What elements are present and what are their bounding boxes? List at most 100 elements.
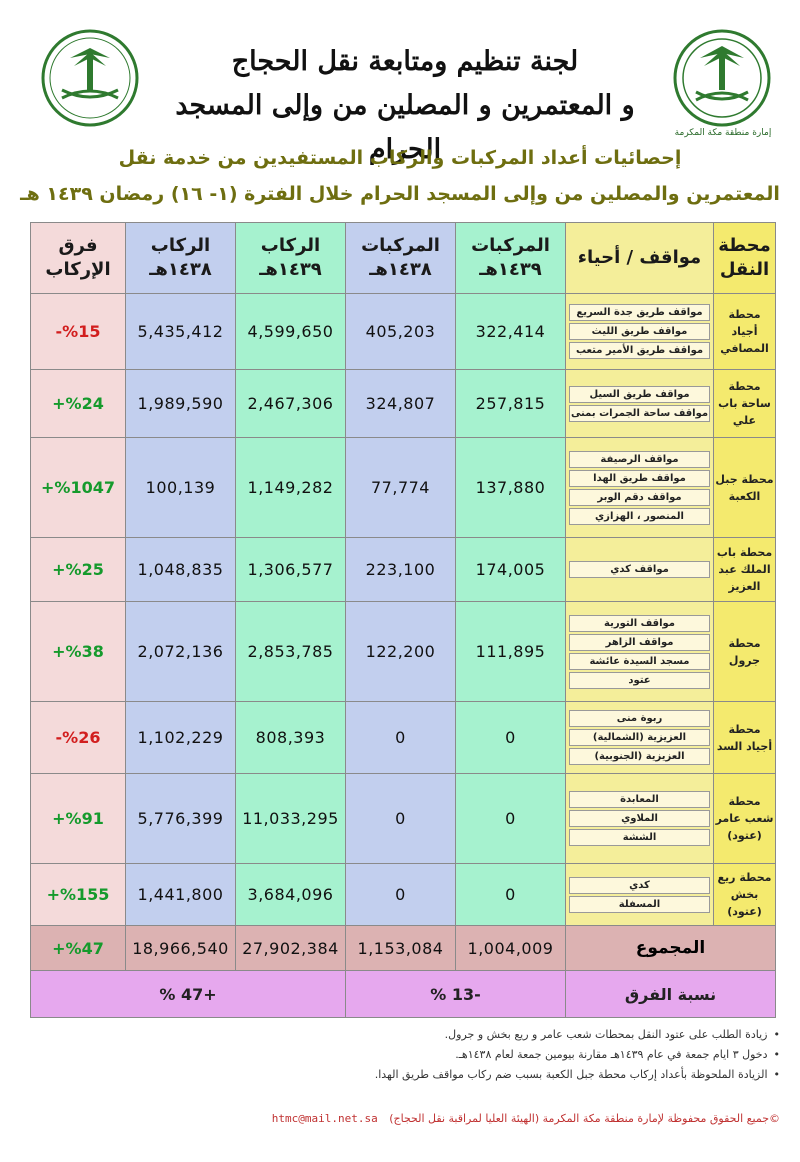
page-title: لجنة تنظيم ومتابعة نقل الحجاج و المعتمري… bbox=[150, 40, 660, 172]
parking-lot: مواقف كدي bbox=[569, 561, 710, 578]
table-row: محطة ريع بخش (عتود) كدي المسفلة 0 0 3,684,096… bbox=[30, 863, 776, 926]
vehicles-1439-cell: 137,880 bbox=[455, 437, 566, 538]
parking-lot: العزيزية (الشمالية) bbox=[569, 729, 710, 746]
title-line-1: لجنة تنظيم ومتابعة نقل الحجاج bbox=[231, 46, 579, 77]
header-passengers-1439: الركاب ١٤٣٩هـ bbox=[235, 222, 346, 294]
parking-lot: مواقف طريق جدة السريع bbox=[569, 304, 710, 321]
passengers-1439-cell: 808,393 bbox=[235, 701, 346, 774]
note-item: • دخول ٣ ايام جمعة في عام ١٤٣٩هـ مقارنة ب… bbox=[40, 1045, 780, 1065]
ratio-passengers: +47 % bbox=[30, 970, 346, 1018]
statistics-table-container: محطة النقل مواقف / أحياء المركبات ١٤٣٩هـ… bbox=[30, 222, 776, 1018]
table-row: محطة أجياد السد ربوة منى العزيزية (الشمالي… bbox=[30, 701, 776, 774]
passengers-1438-cell: 1,102,229 bbox=[125, 701, 236, 774]
footer: ©جميع الحقوق محفوظة لإمارة منطقة مكة الم… bbox=[120, 1112, 780, 1125]
note-text: الزيادة الملحوظة بأعداد إركاب محطة جبل ا… bbox=[374, 1068, 768, 1081]
parking-lot: الششة bbox=[569, 829, 710, 846]
parking-lots-cell: ربوة منى العزيزية (الشمالية) العزيزية (الج… bbox=[565, 701, 714, 774]
passengers-1438-cell: 1,048,835 bbox=[125, 537, 236, 602]
parking-lots-list: مواقف الرصيفة مواقف طريق الهدا مواقف دقم ا… bbox=[566, 448, 713, 528]
note-text: زيادة الطلب على عتود النقل بمحطات شعب عا… bbox=[444, 1028, 768, 1041]
parking-lot: المنصور ، الهزازي bbox=[569, 507, 710, 525]
vehicles-1438-cell: 0 bbox=[345, 773, 456, 864]
passengers-1439-cell: 11,033,295 bbox=[235, 773, 346, 864]
total-passengers-1439: 27,902,384 bbox=[235, 925, 346, 971]
table-row: محطة أجياد المصافي مواقف طريق جدة السريع م… bbox=[30, 293, 776, 370]
total-passengers-1438: 18,966,540 bbox=[125, 925, 236, 971]
ratio-row: نسبة الفرق -13 % +47 % bbox=[30, 970, 776, 1018]
table-row: محطة جرول مواقف التورية مواقف الزاهر مسجد ا… bbox=[30, 601, 776, 702]
vehicles-1438-cell: 122,200 bbox=[345, 601, 456, 702]
parking-lots-cell: كدي المسفلة bbox=[565, 863, 714, 926]
diff-cell: %26- bbox=[30, 701, 126, 774]
vehicles-1439-cell: 174,005 bbox=[455, 537, 566, 602]
header-passengers-1438: الركاب ١٤٣٨هـ bbox=[125, 222, 236, 294]
authority-logo bbox=[41, 29, 139, 127]
subtitle-line-2: المعتمرين والمصلين من وإلى المسجد الحرام… bbox=[20, 183, 780, 205]
subtitle-line-1: إحصائيات أعداد المركبات والركاب المستفيد… bbox=[118, 147, 682, 169]
passengers-1439-cell: 3,684,096 bbox=[235, 863, 346, 926]
parking-lots-list: مواقف كدي bbox=[566, 558, 713, 581]
parking-lots-cell: مواقف طريق السيل مواقف ساحة الجمرات بمنى bbox=[565, 369, 714, 438]
passengers-1438-cell: 1,441,800 bbox=[125, 863, 236, 926]
diff-cell: %24+ bbox=[30, 369, 126, 438]
passengers-1439-cell: 4,599,650 bbox=[235, 293, 346, 370]
vehicles-1439-cell: 0 bbox=[455, 701, 566, 774]
header-diff: فرق الإركاب bbox=[30, 222, 126, 294]
total-row: المجموع 1,004,009 1,153,084 27,902,384 1… bbox=[30, 925, 776, 971]
station-name: محطة جبل الكعبة bbox=[713, 437, 776, 538]
parking-lots-list: كدي المسفلة bbox=[566, 874, 713, 916]
passengers-1438-cell: 1,989,590 bbox=[125, 369, 236, 438]
parking-lot: مواقف طريق الهدا bbox=[569, 469, 710, 487]
footer-email[interactable]: htmc@mail.net.sa bbox=[271, 1112, 378, 1125]
diff-cell: %25+ bbox=[30, 537, 126, 602]
vehicles-1438-cell: 0 bbox=[345, 863, 456, 926]
station-name: محطة ريع بخش (عتود) bbox=[713, 863, 776, 926]
parking-lot: كدي bbox=[569, 876, 710, 894]
station-name: محطة ساحة باب علي bbox=[713, 369, 776, 438]
parking-lots-list: مواقف طريق السيل مواقف ساحة الجمرات بمنى bbox=[566, 383, 713, 425]
diff-cell: %1047+ bbox=[30, 437, 126, 538]
table-body: محطة أجياد المصافي مواقف طريق جدة السريع م… bbox=[30, 293, 776, 926]
passengers-1439-cell: 1,149,282 bbox=[235, 437, 346, 538]
note-text: دخول ٣ ايام جمعة في عام ١٤٣٩هـ مقارنة بي… bbox=[455, 1048, 768, 1061]
station-name: محطة جرول bbox=[713, 601, 776, 702]
parking-lot: مواقف الرصيفة bbox=[569, 450, 710, 468]
parking-lot: العزيزية (الجنوبية) bbox=[569, 748, 710, 765]
parking-lot: مسجد السيدة عائشة bbox=[569, 652, 710, 670]
vehicles-1439-cell: 257,815 bbox=[455, 369, 566, 438]
diff-cell: %15- bbox=[30, 293, 126, 370]
passengers-1439-cell: 1,306,577 bbox=[235, 537, 346, 602]
parking-lot: مواقف طريق الأمير متعب bbox=[569, 342, 710, 359]
parking-lots-list: المعابدة الملاوي الششة bbox=[566, 788, 713, 849]
diff-cell: %91+ bbox=[30, 773, 126, 864]
header-station: محطة النقل bbox=[713, 222, 776, 294]
parking-lot: مواقف ساحة الجمرات بمنى bbox=[569, 404, 710, 422]
parking-lot: عتود bbox=[569, 671, 710, 689]
parking-lot: المعابدة bbox=[569, 791, 710, 808]
diff-cell: %38+ bbox=[30, 601, 126, 702]
parking-lots-cell: مواقف كدي bbox=[565, 537, 714, 602]
header: إمارة منطقة مكة المكرمة لجنة تنظيم ومتاب… bbox=[0, 0, 800, 205]
parking-lots-cell: مواقف طريق جدة السريع مواقف طريق الليث موا… bbox=[565, 293, 714, 370]
parking-lots-list: ربوة منى العزيزية (الشمالية) العزيزية (الج… bbox=[566, 707, 713, 768]
diff-cell: %155+ bbox=[30, 863, 126, 926]
parking-lot: المسفلة bbox=[569, 895, 710, 913]
parking-lot: ربوة منى bbox=[569, 710, 710, 727]
parking-lot: مواقف طريق الليث bbox=[569, 323, 710, 340]
parking-lots-list: مواقف التورية مواقف الزاهر مسجد السيدة عائ… bbox=[566, 612, 713, 692]
total-diff: %47+ bbox=[30, 925, 126, 971]
passengers-1438-cell: 5,435,412 bbox=[125, 293, 236, 370]
passengers-1439-cell: 2,467,306 bbox=[235, 369, 346, 438]
title-line-2: و المعتمرين و المصلين من وإلى المسجد الح… bbox=[175, 90, 635, 165]
total-vehicles-1438: 1,153,084 bbox=[345, 925, 456, 971]
parking-lot: مواقف التورية bbox=[569, 614, 710, 632]
table-row: محطة باب الملك عبد العزيز مواقف كدي 174,00… bbox=[30, 537, 776, 602]
emirate-emblem bbox=[673, 29, 771, 127]
header-vehicles-1438: المركبات ١٤٣٨هـ bbox=[345, 222, 456, 294]
passengers-1438-cell: 2,072,136 bbox=[125, 601, 236, 702]
vehicles-1439-cell: 0 bbox=[455, 863, 566, 926]
vehicles-1438-cell: 223,100 bbox=[345, 537, 456, 602]
parking-lots-cell: المعابدة الملاوي الششة bbox=[565, 773, 714, 864]
table-row: محطة ساحة باب علي مواقف طريق السيل مواقف س… bbox=[30, 369, 776, 438]
station-name: محطة شعب عامر (عتود) bbox=[713, 773, 776, 864]
